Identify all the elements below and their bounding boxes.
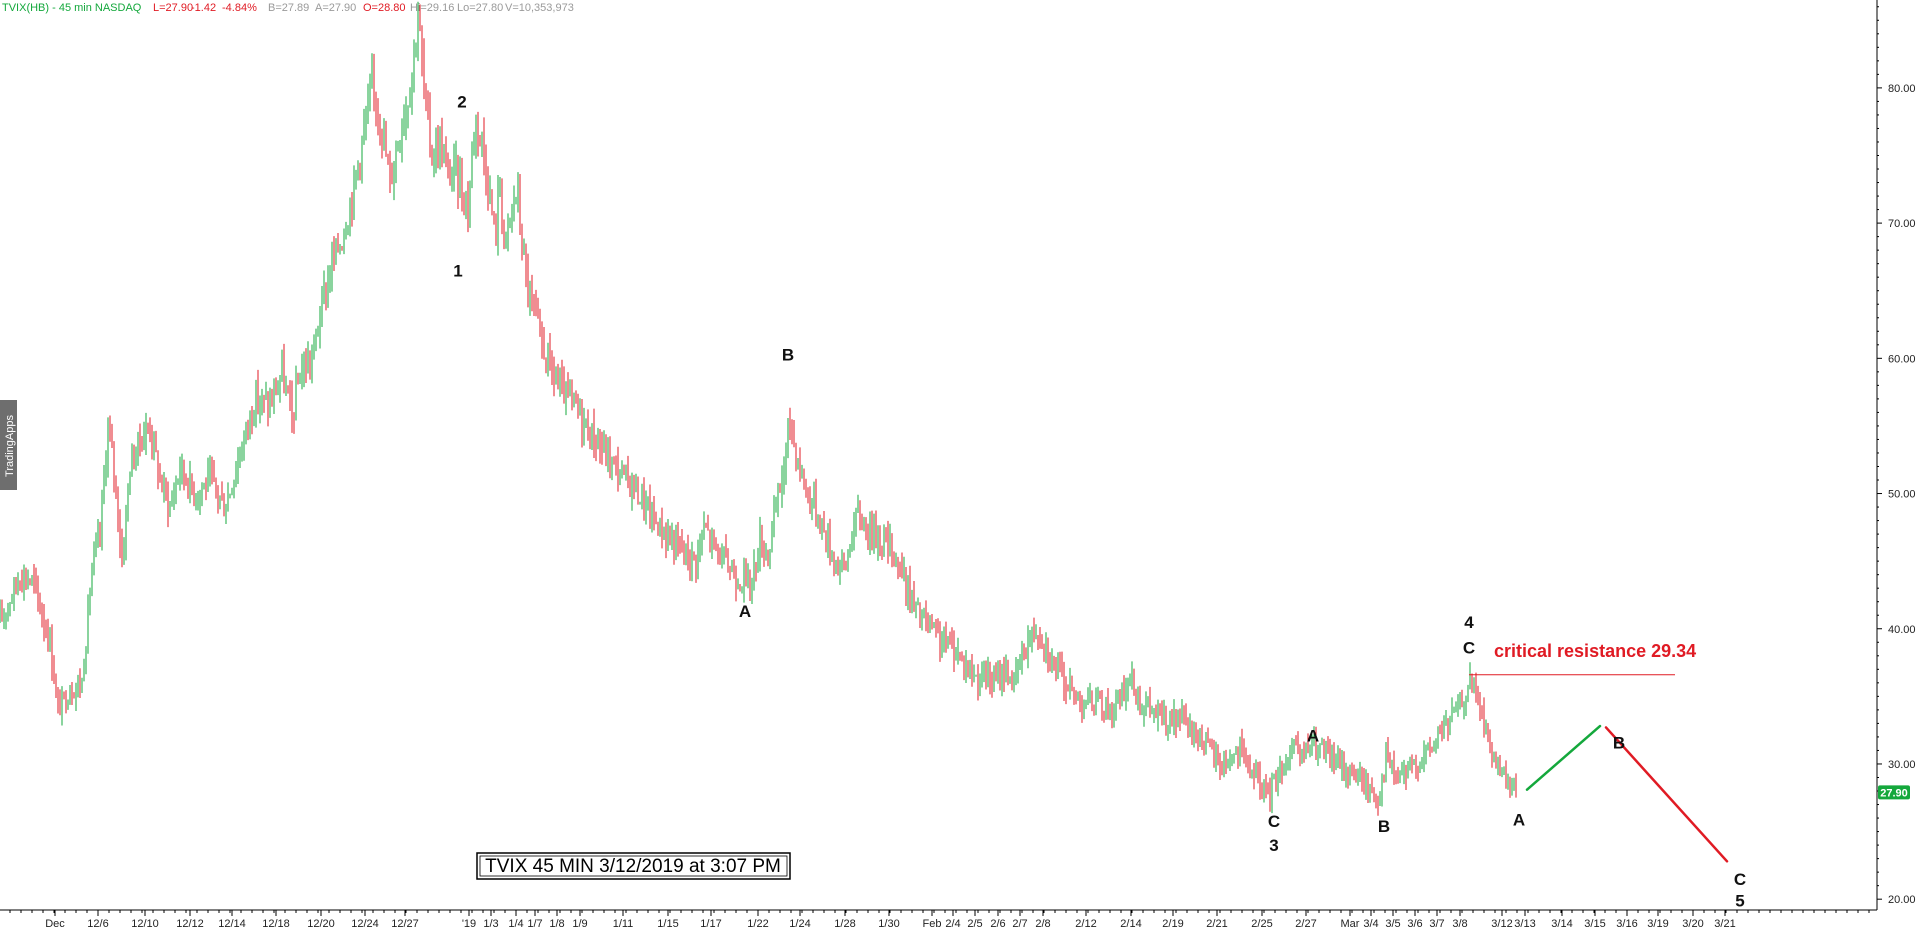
title-box-text: TVIX 45 MIN 3/12/2019 at 3:07 PM [485,856,781,877]
x-tick-label: Dec [45,918,65,930]
header-symbol: TVIX(HB) - 45 min NASDAQ [2,2,142,14]
x-axis: Dec 12/6 12/10 12/12 12/14 12/18 12/20 12/24 12/… [9,910,1870,930]
header-open: O=28.80 [363,2,406,14]
header-last: L=27.90 [153,2,193,14]
x-tick-label: 1/11 [613,918,634,930]
x-tick-label: 2/25 [1251,918,1272,930]
y-tick-label: 30.00 [1888,759,1916,771]
quote-header: TVIX(HB) - 45 min NASDAQ L=27.90 -1.42 -… [2,2,574,14]
projection-lines [1525,724,1729,863]
x-tick-label: 2/8 [1035,918,1050,930]
x-tick-label: 1/4 [508,918,523,930]
x-tick-label: 3/20 [1682,918,1703,930]
title-box: TVIX 45 MIN 3/12/2019 at 3:07 PM [476,852,791,880]
resistance-label: critical resistance 29.34 [1494,641,1696,661]
resistance-annotation: critical resistance 29.34 [1469,641,1696,676]
wave-label: 2 [457,92,466,111]
wave-labels: 2 1 B A C 3 A B 4 C A B C 5 [453,92,1746,910]
x-tick-label: 3/13 [1514,918,1535,930]
x-tick-label: 3/8 [1452,918,1467,930]
x-tick-label: 3/6 [1407,918,1422,930]
wave-label: C [1463,639,1475,658]
x-tick-label: 2/27 [1295,918,1316,930]
last-price-badge-text: 27.90 [1880,787,1908,799]
x-tick-label: 12/24 [351,918,379,930]
side-tab[interactable]: TradingApps [0,400,17,490]
x-tick-label: 3/14 [1551,918,1572,930]
wave-label: A [739,602,751,621]
wave-label: B [1613,733,1625,752]
x-tick-label: 2/4 [945,918,960,930]
x-tick-label: 2/6 [990,918,1005,930]
x-tick-label: 1/30 [878,918,899,930]
x-tick-label: 1/22 [747,918,768,930]
header-low: Lo=27.80 [457,2,503,14]
wave-label: B [1378,817,1390,836]
x-tick-label: 1/7 [527,918,542,930]
x-tick-label: 3/5 [1385,918,1400,930]
side-tab-label: TradingApps [4,415,16,477]
wave-label: 4 [1464,613,1474,632]
x-tick-label: 1/9 [572,918,587,930]
x-tick-label: 2/19 [1162,918,1183,930]
x-tick-label: Feb [923,918,942,930]
x-tick-label: 3/15 [1584,918,1605,930]
x-tick-label: 1/3 [483,918,498,930]
wave-label: C [1734,870,1746,889]
x-tick-label: 1/8 [549,918,564,930]
x-tick-label: 12/12 [176,918,204,930]
y-axis: 20.00 30.00 40.00 50.00 60.00 70.00 80.00 [1877,6,1916,906]
x-tick-label: 3/21 [1714,918,1735,930]
x-tick-label: 2/5 [967,918,982,930]
header-volume: V=10,353,973 [505,2,574,14]
y-tick-label: 70.00 [1888,218,1916,230]
x-tick-label: 2/12 [1075,918,1096,930]
y-tick-label: 20.00 [1888,894,1916,906]
header-bid: B=27.89 [268,2,309,14]
y-tick-label: 50.00 [1888,489,1916,501]
header-change: -1.42 [191,2,216,14]
x-tick-label: 12/10 [131,918,159,930]
wave-label: A [1513,810,1525,829]
x-tick-label: 12/27 [391,918,419,930]
x-tick-label: 12/20 [307,918,335,930]
x-tick-label: 3/16 [1616,918,1637,930]
wave-label: 3 [1269,836,1278,855]
wave-label: C [1268,812,1280,831]
x-tick-label: '19 [462,918,476,930]
x-tick-label: 12/18 [262,918,290,930]
x-tick-label: Mar [1341,918,1360,930]
x-tick-label: 3/12 [1491,918,1512,930]
last-price-badge: 27.90 [1878,785,1910,800]
y-tick-label: 60.00 [1888,353,1916,365]
x-tick-label: 1/28 [834,918,855,930]
x-tick-label: 2/21 [1206,918,1227,930]
x-tick-label: 1/15 [657,918,678,930]
x-tick-label: 1/17 [700,918,721,930]
y-tick-label: 40.00 [1888,624,1916,636]
wave-label: 1 [453,261,462,280]
x-tick-label: 12/6 [87,918,108,930]
x-tick-label: 1/24 [789,918,810,930]
projection-line [1604,726,1729,863]
x-tick-label: 2/7 [1012,918,1027,930]
wave-label: B [782,345,794,364]
header-ask: A=27.90 [315,2,356,14]
price-bars [0,1,1517,816]
header-high: Hi=29.16 [410,2,454,14]
wave-label: 5 [1735,892,1744,911]
x-tick-label: 3/7 [1429,918,1444,930]
x-tick-label: 2/14 [1120,918,1141,930]
header-change-pct: -4.84% [222,2,257,14]
x-tick-label: 12/14 [218,918,246,930]
projection-line [1525,724,1602,791]
x-tick-label: 3/4 [1363,918,1378,930]
y-tick-label: 80.00 [1888,83,1916,95]
wave-label: A [1307,727,1319,746]
plot-frame [0,0,1878,911]
x-tick-label: 3/19 [1647,918,1668,930]
